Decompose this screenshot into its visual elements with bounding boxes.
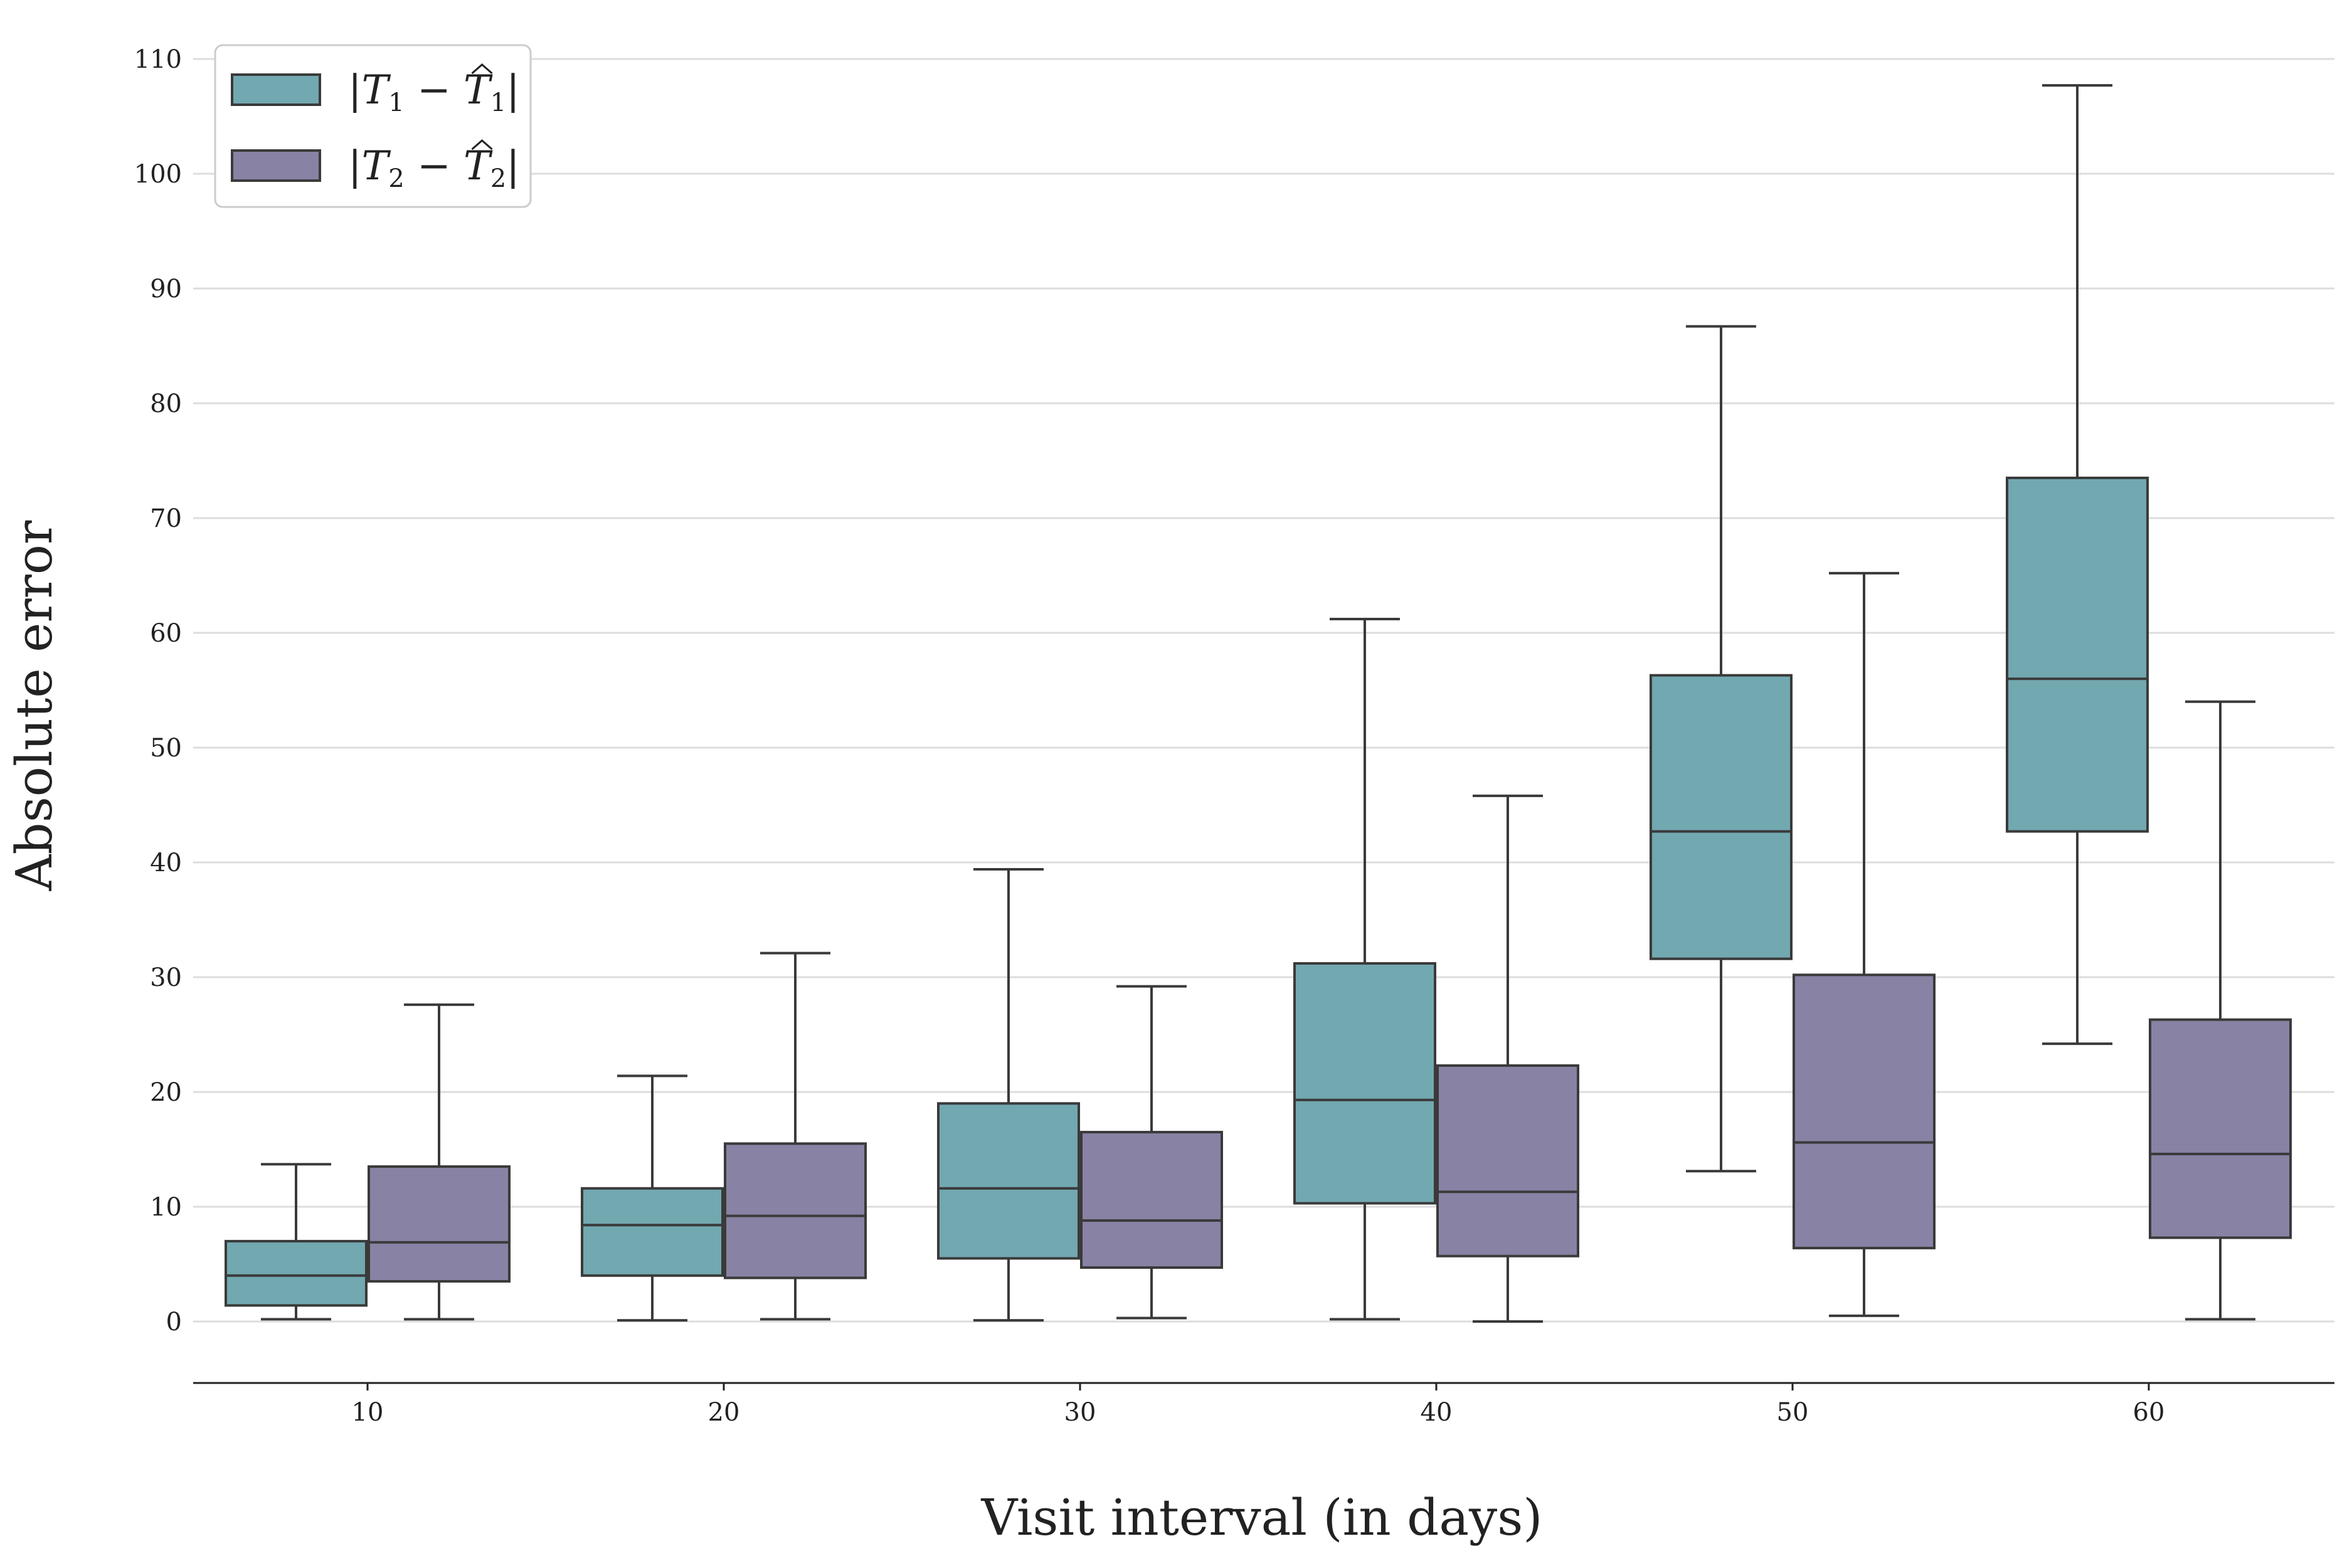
x-axis-title: Visit interval (in days) [980, 1488, 1542, 1547]
x-axis: 10 20 30 40 50 60 [193, 1382, 2334, 1427]
hat-accent [471, 63, 493, 75]
y-tick-label: 10 [150, 1193, 182, 1222]
boxes [225, 84, 2292, 1323]
legend-label: |T2 − T2| [348, 143, 520, 193]
box-iqr [1436, 1064, 1579, 1258]
box-1-20 [581, 1074, 724, 1322]
box-iqr [1080, 1131, 1223, 1269]
legend-swatch [231, 149, 321, 182]
box-1-40 [1293, 618, 1436, 1321]
box-1-30 [937, 867, 1080, 1322]
box-1-50 [1650, 325, 1793, 1173]
box-2-20 [724, 951, 867, 1321]
box-iqr [724, 1142, 867, 1279]
x-tick-label: 30 [1064, 1398, 1096, 1427]
legend-swatch [231, 73, 321, 106]
box-2-10 [368, 1003, 511, 1321]
hat-accent [471, 139, 493, 151]
y-axis-title: Absolute error [5, 520, 63, 891]
y-tick-label: 80 [150, 389, 182, 418]
box-iqr [2149, 1018, 2292, 1239]
y-axis-ticks: 0 10 20 30 40 50 60 70 80 90 100 110 [134, 45, 182, 1337]
x-tick-label: 20 [708, 1398, 740, 1427]
y-tick-label: 60 [150, 619, 182, 648]
box-iqr [1793, 973, 1936, 1249]
y-tick-label: 100 [134, 160, 182, 189]
y-tick-label: 0 [166, 1308, 182, 1337]
y-tick-label: 30 [150, 963, 182, 992]
box-iqr [225, 1239, 368, 1307]
box-iqr [2006, 476, 2149, 833]
box-1-60 [2006, 84, 2149, 1046]
box-iqr [937, 1102, 1080, 1260]
box-iqr [1293, 962, 1436, 1205]
box-2-60 [2149, 700, 2292, 1321]
y-tick-label: 110 [134, 45, 182, 74]
x-tick-label: 60 [2133, 1398, 2165, 1427]
y-tick-label: 50 [150, 734, 182, 763]
box-2-40 [1436, 794, 1579, 1323]
y-tick-label: 90 [150, 275, 182, 304]
box-iqr [1650, 674, 1793, 960]
x-tick-label: 40 [1421, 1398, 1453, 1427]
box-iqr [581, 1187, 724, 1277]
box-1-10 [225, 1163, 368, 1321]
box-2-30 [1080, 985, 1223, 1320]
grid-lines [193, 58, 2334, 1323]
y-tick-label: 40 [150, 849, 182, 877]
legend: |T1 − T1| |T2 − T2| [214, 44, 532, 208]
legend-label: |T1 − T1| [348, 67, 520, 117]
x-tick-label: 10 [352, 1398, 384, 1427]
box-2-50 [1793, 571, 1936, 1317]
box-iqr [368, 1165, 511, 1283]
y-tick-label: 70 [150, 504, 182, 533]
x-tick-label: 50 [1777, 1398, 1809, 1427]
y-tick-label: 20 [150, 1078, 182, 1107]
